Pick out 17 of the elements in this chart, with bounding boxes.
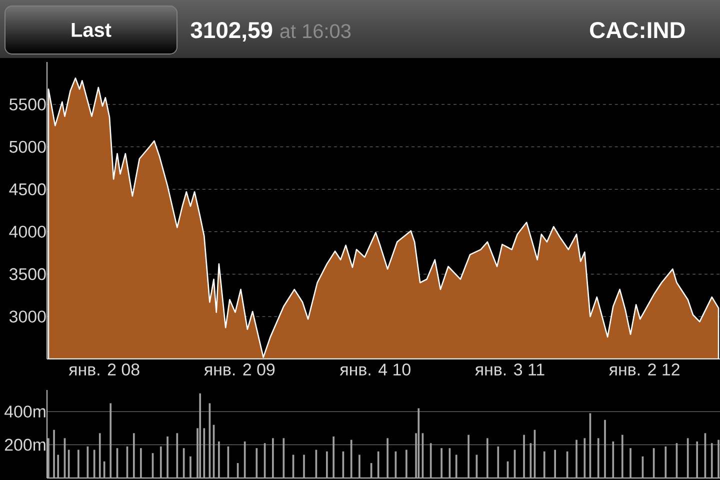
text: Last: [72, 23, 112, 37]
x-tick-label: янв. 2 12: [608, 364, 680, 376]
x-tick-label: янв. 3 11: [475, 364, 544, 376]
y-tick-label: 4000: [9, 226, 46, 238]
chart-title: CAC:IND: [590, 22, 685, 38]
x-tick-label: янв. 2 08: [68, 364, 140, 376]
y-tick-label: 4500: [9, 183, 46, 196]
y-tick-label: 3500: [9, 268, 46, 280]
x-tick-label: янв. 4 10: [340, 364, 410, 376]
text: at 16:03: [280, 24, 351, 38]
x-tick-label: янв. 2 09: [204, 364, 275, 376]
text: 3102,59: [190, 22, 272, 42]
y-tick-label: 5000: [9, 140, 46, 153]
y-tick-label: 200m: [4, 438, 46, 451]
y-tick-label: 400m: [4, 406, 46, 418]
y-tick-label: 3000: [9, 310, 46, 323]
y-tick-label: 5500: [9, 98, 46, 110]
